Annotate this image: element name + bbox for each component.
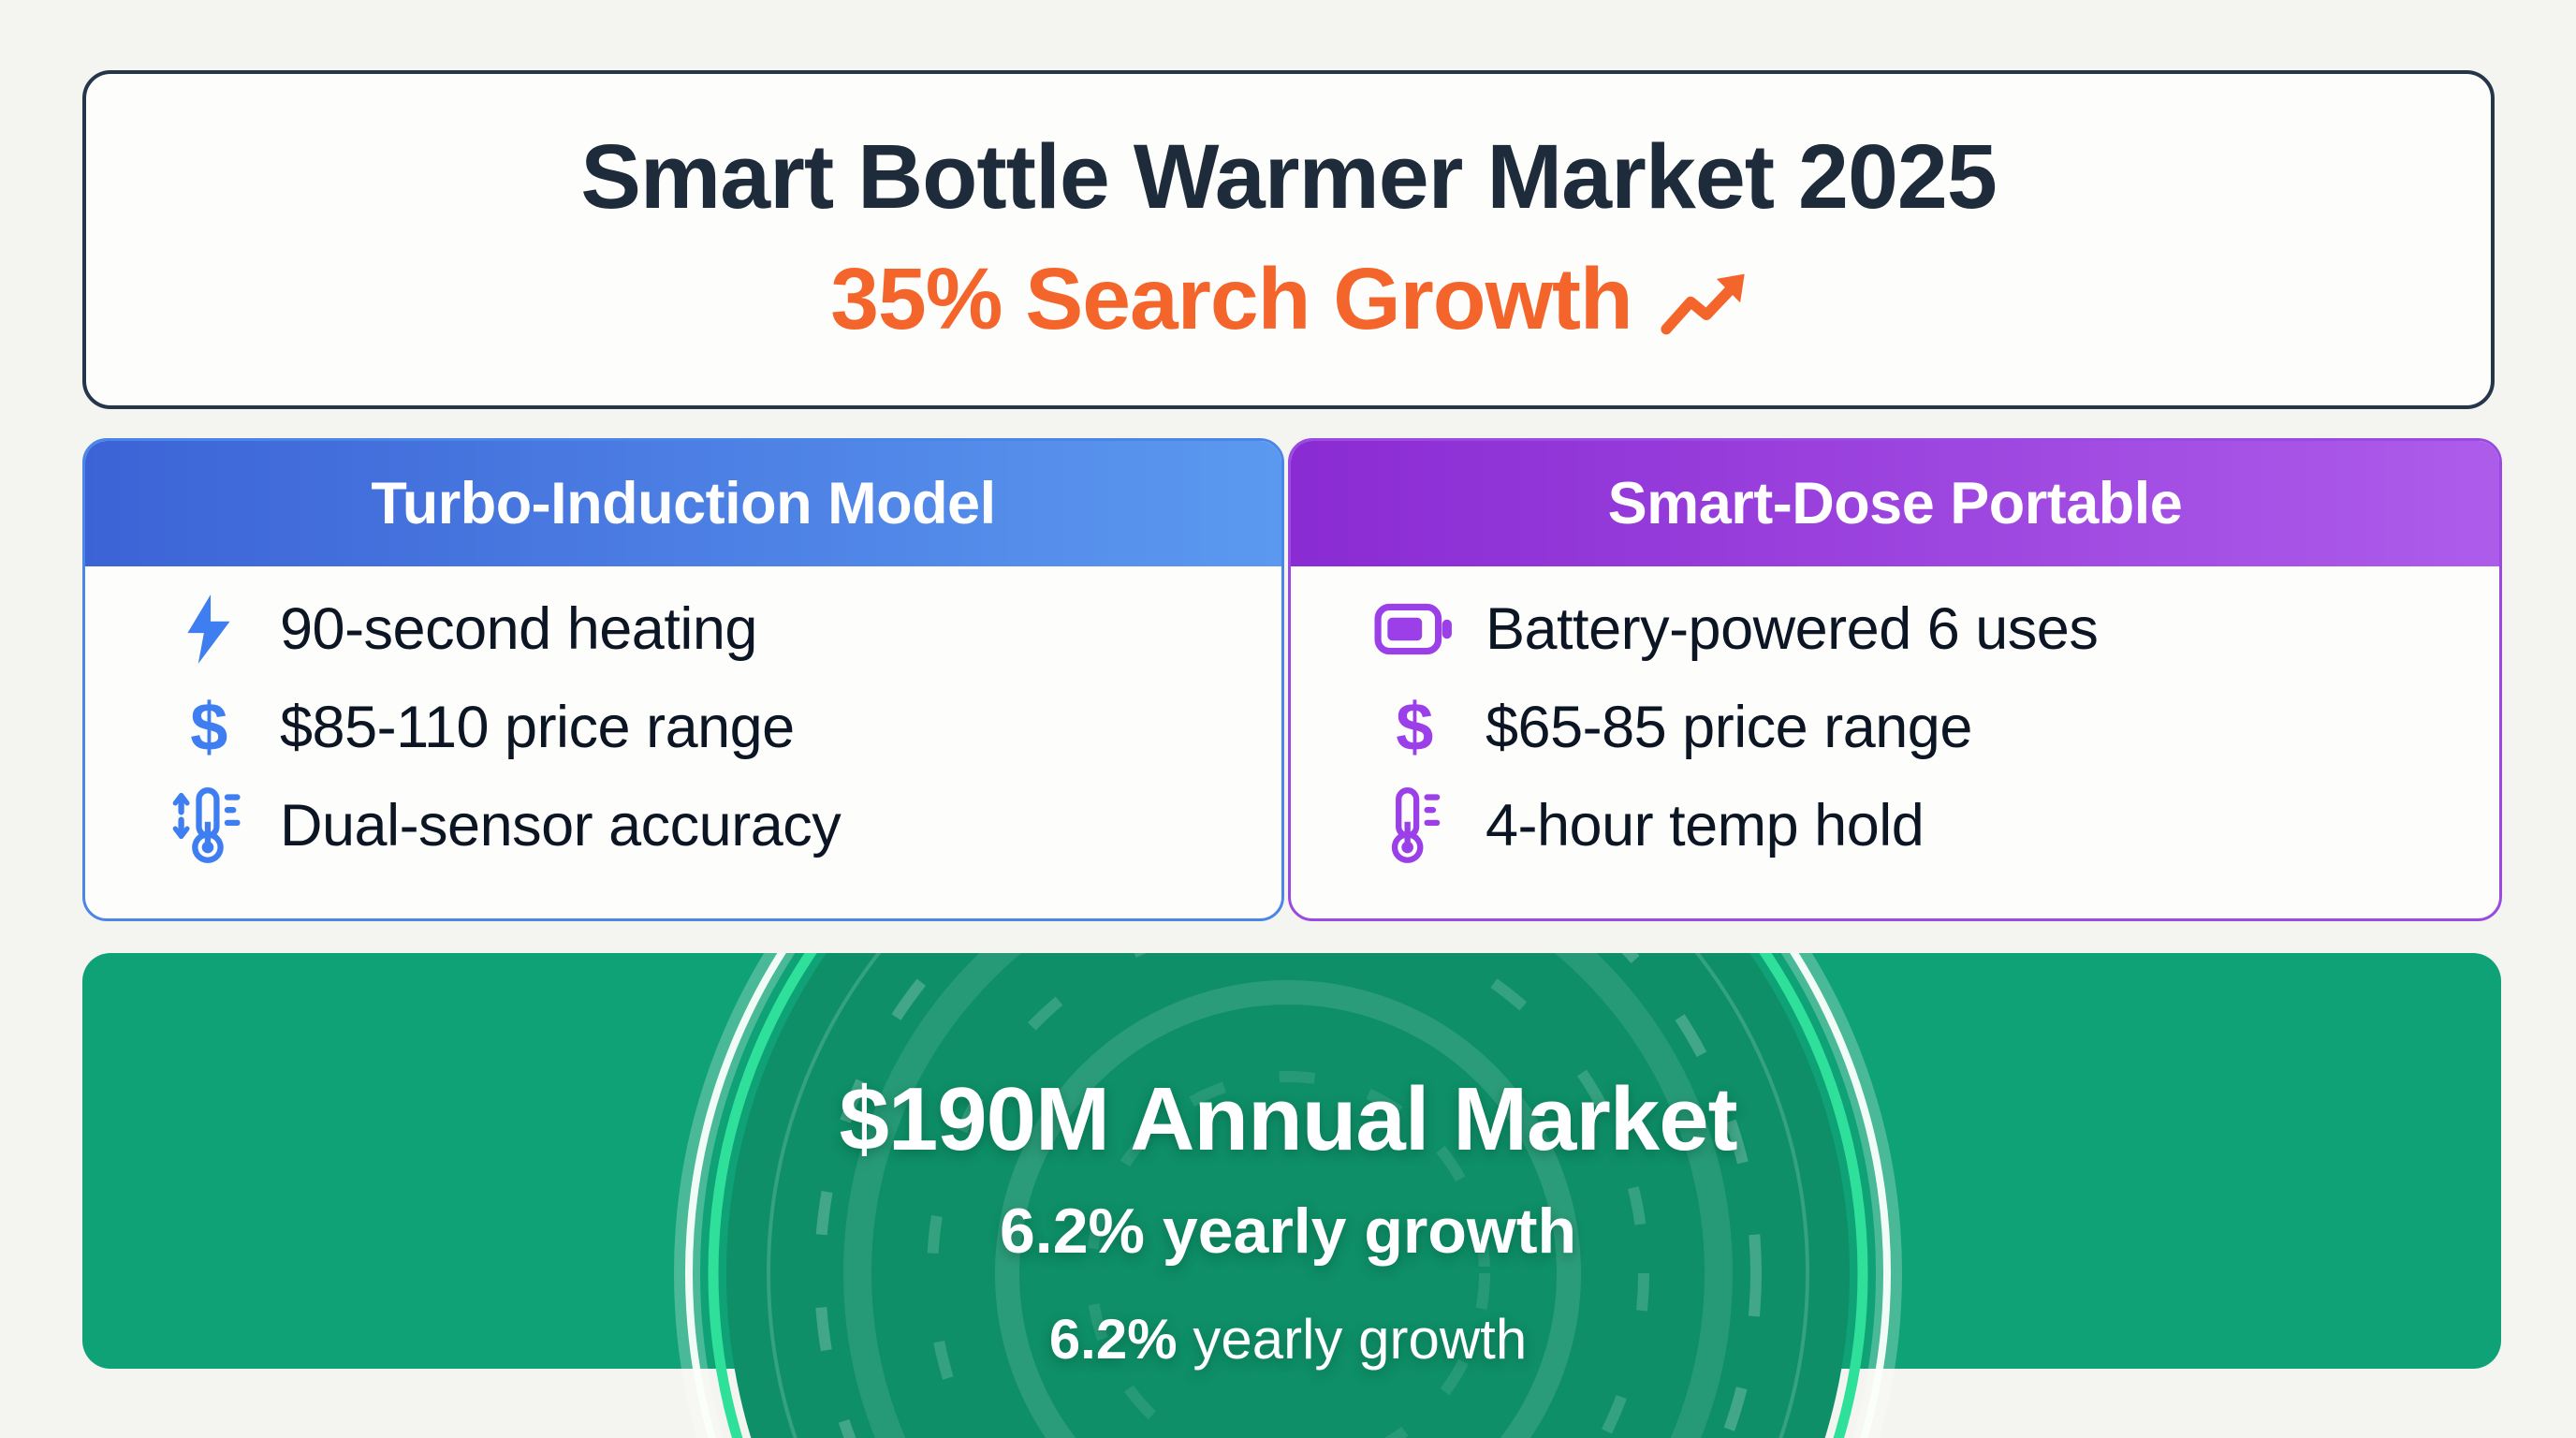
feature-row: 4-hour temp hold	[1371, 776, 2499, 874]
feature-text: $65-85 price range	[1486, 694, 1972, 760]
feature-row: $ $85-110 price range	[166, 678, 1281, 776]
feature-list: Battery-powered 6 uses $ $65-85 price ra…	[1291, 580, 2499, 874]
trending-up-icon	[1661, 250, 1747, 349]
feature-text: Battery-powered 6 uses	[1486, 595, 2099, 662]
search-growth-line: 35% Search Growth	[830, 250, 1746, 349]
feature-text: Dual-sensor accuracy	[280, 792, 842, 858]
battery-icon	[1371, 600, 1457, 658]
dollar-icon: $	[1396, 689, 1433, 765]
growth-stat-primary: 6.2% yearly growth	[999, 1196, 1577, 1267]
product-card-smart-dose: Smart-Dose Portable Battery-powered 6 us…	[1288, 438, 2502, 921]
header-card: Smart Bottle Warmer Market 2025 35% Sear…	[82, 70, 2495, 409]
dollar-icon: $	[190, 689, 227, 765]
search-growth-stat: 35% Search Growth	[830, 250, 1632, 347]
card-title: Smart-Dose Portable	[1607, 471, 2183, 536]
card-header-smart-dose: Smart-Dose Portable	[1291, 441, 2499, 566]
feature-text: 4-hour temp hold	[1486, 792, 1925, 858]
feature-list: 90-second heating $ $85-110 price range	[85, 580, 1281, 874]
feature-text: $85-110 price range	[280, 694, 795, 760]
thermometer-icon	[166, 786, 252, 865]
feature-row: 90-second heating	[166, 580, 1281, 678]
feature-row: Dual-sensor accuracy	[166, 776, 1281, 874]
card-header-turbo-induction: Turbo-Induction Model	[85, 441, 1281, 566]
growth-stat-secondary: 6.2% yearly growth	[0, 1312, 2576, 1368]
dial-decoration	[674, 953, 1902, 1438]
market-banner: $190M Annual Market 6.2% yearly growth 6…	[0, 953, 2576, 1438]
feature-text: 90-second heating	[280, 595, 757, 662]
page-title: Smart Bottle Warmer Market 2025	[580, 125, 1998, 227]
lightning-icon	[166, 593, 252, 666]
growth-percentage: 6.2%	[1048, 1308, 1178, 1371]
card-title: Turbo-Induction Model	[371, 471, 996, 536]
product-card-turbo-induction: Turbo-Induction Model 90-second heating …	[82, 438, 1284, 921]
feature-row: $ $65-85 price range	[1371, 678, 2499, 776]
growth-label: yearly growth	[1193, 1308, 1528, 1371]
market-size-headline: $190M Annual Market	[839, 1069, 1737, 1169]
feature-row: Battery-powered 6 uses	[1371, 580, 2499, 678]
thermometer-icon	[1371, 786, 1457, 865]
